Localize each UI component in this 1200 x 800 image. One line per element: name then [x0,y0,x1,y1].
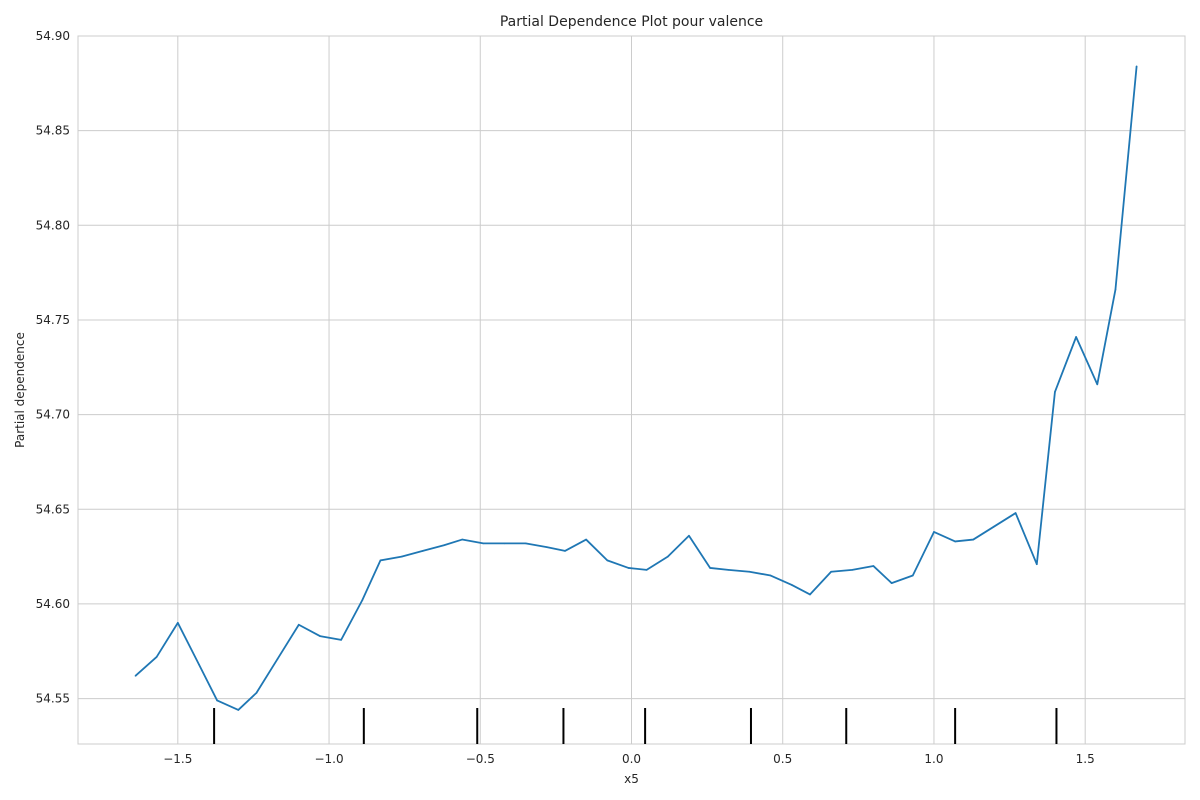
pd-point [1075,336,1077,338]
x-tick-label: −0.5 [466,752,495,766]
pd-line [134,66,1138,711]
y-tick-label: 54.55 [36,692,70,706]
pd-point [134,675,137,677]
y-tick-label: 54.65 [36,502,70,516]
y-tick-label: 54.90 [36,29,70,43]
x-tick-label: 0.5 [773,752,792,766]
pd-point [748,570,751,573]
pd-point [993,525,996,528]
pd-point [830,570,832,573]
pd-point [627,567,630,569]
pd-point [851,569,854,571]
pd-point [1054,391,1056,393]
pd-point [1135,65,1138,68]
pd-point [564,550,566,552]
pd-point [911,574,914,577]
pd-point [361,599,364,601]
pd-point [340,639,342,641]
pd-point [666,555,669,558]
pd-point [769,574,772,577]
pd-point [177,622,179,624]
pd-point [972,538,975,541]
pd-point [585,538,587,541]
pd-point [809,593,811,596]
pd-point [297,623,300,626]
x-tick-label: −1.5 [163,752,192,766]
pd-point [155,656,158,658]
pd-point [443,544,445,547]
pd-point [872,565,875,567]
series-layer [134,65,1138,711]
pd-point [255,692,258,694]
pd-point [1014,512,1017,514]
x-tick-label: −1.0 [314,752,343,766]
pd-point [709,567,711,569]
pd-point [319,635,321,637]
plot-frame [77,35,1186,745]
pd-point [688,534,690,537]
y-tick-label: 54.85 [36,124,70,138]
chart-title: Partial Dependence Plot pour valence [500,14,763,30]
pd-point [237,709,240,711]
pd-point [216,699,218,702]
decile-layer [213,708,1058,744]
pd-point [645,569,648,571]
pd-point [890,582,893,584]
pd-point [606,559,609,562]
x-tick-label: 1.0 [924,752,943,766]
x-axis-label: x5 [624,772,639,786]
pd-point [954,540,956,543]
pd-point [461,538,463,541]
pd-point [524,542,527,545]
y-tick-label: 54.75 [36,313,70,327]
pd-point [379,559,382,562]
y-tick-label: 54.60 [36,597,70,611]
pd-point [276,658,279,660]
pd-point [198,663,200,666]
y-tick-label: 54.80 [36,218,70,232]
pd-point [727,569,730,571]
pd-point [400,555,403,558]
pd-point [933,531,935,533]
pd-point [546,546,548,548]
pd-point [1035,563,1038,565]
pd-point [1114,288,1117,291]
pd-point [503,542,506,545]
y-tick-label: 54.70 [36,408,70,422]
pd-point [791,584,793,586]
y-axis-label: Partial dependence [13,332,27,448]
x-tick-label: 1.5 [1076,752,1095,766]
pd-point [482,542,485,545]
pd-point [422,550,424,552]
x-tick-label: 0.0 [622,752,641,766]
tick-layer: −1.5 −1.0 −0.5 0.0 0.5 1.0 1.5 54.55 54.60 54.65 5… [36,29,1095,766]
pd-point [1096,383,1099,386]
